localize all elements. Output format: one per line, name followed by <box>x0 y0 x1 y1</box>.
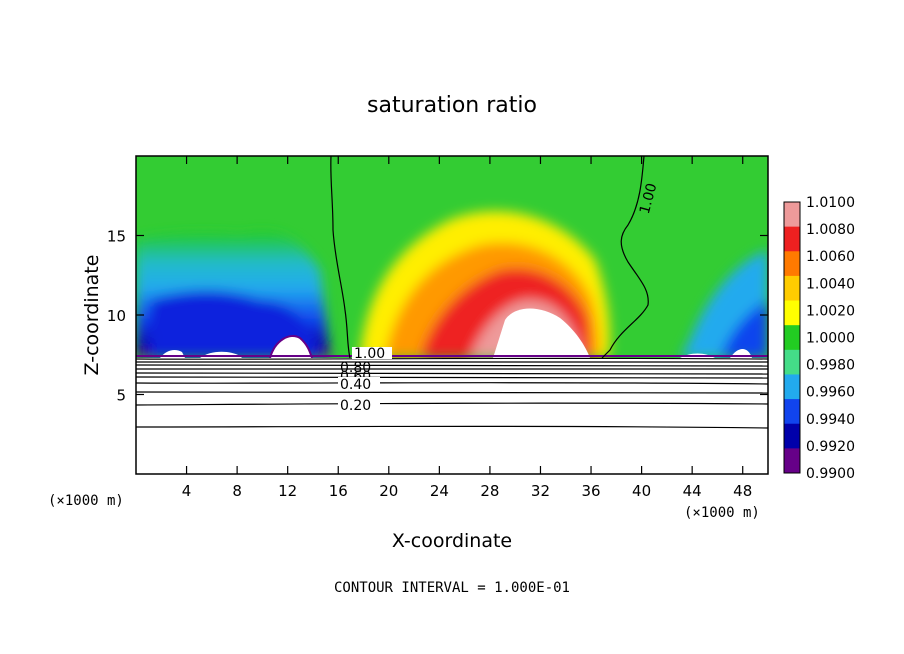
colorbar-label: 1.0080 <box>806 222 855 238</box>
contour-1.00-left <box>330 156 351 359</box>
y-axis-title: Z-coordinate <box>81 255 103 376</box>
colorbar-swatch <box>784 300 800 326</box>
colorbar-label: 1.0020 <box>806 303 855 319</box>
colorbar-swatch <box>784 374 800 400</box>
colorbar-label: 0.9900 <box>806 466 855 482</box>
x-tick-label: 32 <box>531 482 550 500</box>
x-axis-title: X-coordinate <box>392 530 512 552</box>
y-axis: 5 10 15 <box>107 228 768 405</box>
contour-label: 0.20 <box>340 398 371 414</box>
y-unit-label: (×1000 m) <box>48 493 124 509</box>
contour-0.10 <box>136 425 768 429</box>
contour-label: 1.00 <box>354 346 385 362</box>
colorbar-label: 0.9940 <box>806 412 855 428</box>
contour-0.40 <box>136 382 768 385</box>
y-tick-label: 15 <box>107 228 126 246</box>
contour-0.60 <box>136 372 768 375</box>
contour-label-group: 1.00 0.80 0.60 0.40 0.20 1.00 <box>338 181 660 414</box>
contour-1.00-right <box>601 156 649 359</box>
colorbar-label: 1.0040 <box>806 276 855 292</box>
x-tick-label: 40 <box>632 482 651 500</box>
contour-label: 0.40 <box>340 377 371 393</box>
contour-0.20 <box>136 402 768 406</box>
colorbar-swatch <box>784 202 800 228</box>
y-tick-label: 10 <box>107 307 126 325</box>
x-tick-label: 12 <box>278 482 297 500</box>
contour-lines <box>136 156 768 429</box>
colorbar-label: 1.0100 <box>806 195 855 211</box>
colorbar-label: 0.9980 <box>806 358 855 374</box>
x-tick-label: 4 <box>182 482 192 500</box>
x-tick-label: 16 <box>329 482 348 500</box>
colorbar-swatch <box>784 251 800 277</box>
x-tick-label: 24 <box>430 482 449 500</box>
colorbar-swatch <box>784 226 800 252</box>
x-tick-label: 28 <box>480 482 499 500</box>
chart-title: saturation ratio <box>367 93 537 118</box>
contour-1.00-base <box>136 357 768 360</box>
colorbar-label: 0.9920 <box>806 439 855 455</box>
colorbar-label: 0.9960 <box>806 385 855 401</box>
x-tick-label: 20 <box>379 482 398 500</box>
x-tick-label: 8 <box>232 482 242 500</box>
colorbar: 1.0100 1.0080 1.0060 1.0040 1.0020 1.0000 0.99… <box>783 195 855 482</box>
x-axis: 4 8 12 16 20 24 28 32 36 40 44 48 <box>182 156 752 500</box>
colorbar-label: 1.0000 <box>806 331 855 347</box>
colorbar-label: 1.0060 <box>806 249 855 265</box>
colorbar-swatch <box>784 448 800 474</box>
colorbar-swatch <box>784 275 800 302</box>
contour-0.80 <box>136 364 768 367</box>
contour-label: 1.00 <box>637 181 661 215</box>
colorbar-swatch <box>784 349 800 375</box>
contour-interval-note: CONTOUR INTERVAL = 1.000E-01 <box>334 580 570 596</box>
x-tick-label: 48 <box>733 482 752 500</box>
colorbar-swatch <box>784 399 800 425</box>
colorbar-frame <box>783 201 801 474</box>
colorbar-swatch <box>784 325 800 351</box>
contour-label: 0.80 <box>340 360 371 376</box>
x-unit-label: (×1000 m) <box>684 505 760 521</box>
colorbar-swatch <box>784 423 800 449</box>
x-tick-label: 44 <box>683 482 702 500</box>
y-tick-label: 5 <box>116 387 126 405</box>
x-tick-label: 36 <box>581 482 600 500</box>
